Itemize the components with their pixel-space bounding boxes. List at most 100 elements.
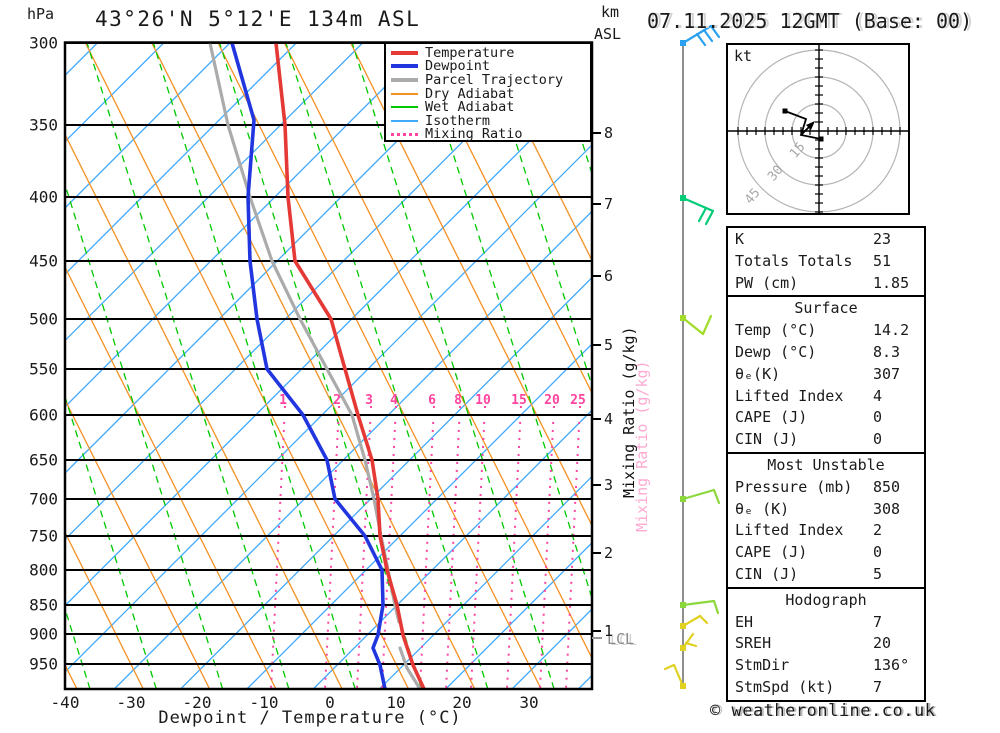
wet-adiabat-line xyxy=(484,42,592,389)
wet-adiabat-line xyxy=(152,42,356,689)
table-row: CAPE (J) 0 xyxy=(728,407,924,429)
x-axis-label: Dewpoint / Temperature (°C) xyxy=(158,708,462,728)
mixing-ratio-value-label: 15 xyxy=(511,393,527,408)
legend-item: Isotherm xyxy=(391,113,590,129)
mixing-ratio-axis-label: Mixing Ratio (g/kg) xyxy=(620,326,638,498)
indices-tables: K 23 Totals Totals 51 PW (cm) 1.85 Surface Temp… xyxy=(726,226,926,702)
wet-adiabat-line xyxy=(285,42,489,689)
pressure-tick-label: 900 xyxy=(29,624,58,644)
height-axis-unit-km: km xyxy=(601,3,620,21)
legend-item-label: Dewpoint xyxy=(425,58,491,75)
hodograph-wind-trace xyxy=(784,110,822,140)
table-row-label: Lifted Index xyxy=(735,521,844,540)
temperature-tick-label: 0 xyxy=(325,693,335,712)
table-row-label: StmSpd (kt) xyxy=(735,677,835,696)
indices-table-section: K 23 Totals Totals 51 PW (cm) 1.85 xyxy=(726,226,926,298)
mixing-ratio-value-label: 1 xyxy=(279,393,287,408)
legend-line-sample xyxy=(391,132,418,136)
indices-table-section: Hodograph EH 7 SREH 20 StmDir 136° StmSpd (kt) 7 xyxy=(726,586,926,702)
dry-adiabat-line xyxy=(217,42,542,689)
wind-barb xyxy=(680,488,721,505)
table-row: Lifted Index 4 xyxy=(728,386,924,408)
table-row-value: 0 xyxy=(873,543,883,562)
table-row-value: 7 xyxy=(873,612,883,631)
temperature-tick-label: 20 xyxy=(452,693,472,712)
table-row-label: CIN (J) xyxy=(735,564,799,583)
pressure-tick-label: 700 xyxy=(29,489,58,509)
wind-barb xyxy=(680,24,721,47)
mixing-ratio-value-label: 6 xyxy=(428,393,436,408)
dry-adiabat-line xyxy=(150,42,476,689)
table-row-label: θₑ(K) xyxy=(735,364,781,383)
temperature-tick-label: -10 xyxy=(249,693,279,712)
table-row-value: 0 xyxy=(873,430,883,449)
dry-adiabat-line xyxy=(65,265,277,689)
mixing-ratio-value-label: 3 xyxy=(365,393,373,408)
wet-adiabat-line xyxy=(417,42,592,601)
legend-item-label: Parcel Trajectory xyxy=(425,71,564,88)
wet-adiabat-line xyxy=(65,394,157,689)
isotherm-line xyxy=(65,144,592,673)
table-row-label: SREH xyxy=(735,634,772,653)
dry-adiabat-line xyxy=(416,42,592,395)
isotherm-line xyxy=(65,42,430,408)
dry-adiabat-line xyxy=(65,133,343,689)
legend-item: Parcel Trajectory xyxy=(391,71,590,88)
table-row-label: CAPE (J) xyxy=(735,543,808,562)
dewpoint-curve xyxy=(230,42,387,689)
mixing-ratio-line xyxy=(506,405,522,689)
legend-item-label: Dry Adiabat xyxy=(425,85,515,102)
table-row-value: 20 xyxy=(873,634,892,653)
pressure-tick-label: 850 xyxy=(29,595,58,615)
temperature-curve xyxy=(274,42,426,689)
temperature-tick-label: -20 xyxy=(182,693,212,712)
wet-adiabat-line xyxy=(351,42,555,689)
table-row-value: 8.3 xyxy=(873,342,901,361)
km-tick-label: 6 xyxy=(604,267,614,285)
table-row-label: θₑ (K) xyxy=(735,499,790,518)
mixing-ratio-line xyxy=(419,405,435,689)
wet-adiabat-line xyxy=(550,42,592,176)
dry-adiabat-line xyxy=(349,42,592,528)
pressure-tick-label: 650 xyxy=(29,450,58,470)
table-row-label: Lifted Index xyxy=(735,386,844,405)
hodograph-trace-arrowhead xyxy=(806,121,815,130)
plot-border xyxy=(63,41,594,691)
wind-barb xyxy=(680,314,713,336)
dry-adiabat-line xyxy=(482,42,592,262)
legend-line-sample xyxy=(391,119,418,122)
hodograph-canvas xyxy=(728,45,912,217)
copyright-text: © weatheronline.co.uk xyxy=(710,701,936,721)
table-row-value: 51 xyxy=(873,251,892,270)
pressure-tick-label: 950 xyxy=(29,654,58,674)
table-row: CAPE (J) 0 xyxy=(728,542,924,564)
table-row-value: 136° xyxy=(873,656,910,675)
table-row: Totals Totals 51 xyxy=(728,251,924,273)
pressure-tick-label: 550 xyxy=(29,359,58,379)
legend-line-sample xyxy=(391,92,418,95)
km-tick-label: 1 xyxy=(604,622,614,640)
isotherm-line xyxy=(65,42,231,209)
table-row-value: 5 xyxy=(873,564,883,583)
mixing-ratio-value-label: 20 xyxy=(544,393,560,408)
pressure-tick-label: 600 xyxy=(29,405,58,425)
legend-line-sample xyxy=(391,64,418,69)
temperature-tick-label: 10 xyxy=(386,693,406,712)
pressure-tick-label: 400 xyxy=(29,187,58,207)
pressure-tick-label: 300 xyxy=(29,33,58,53)
table-row-label: PW (cm) xyxy=(735,273,799,292)
table-row: Dewp (°C) 8.3 xyxy=(728,342,924,364)
table-row-value: 307 xyxy=(873,364,901,383)
mixing-ratio-value-label: 4 xyxy=(390,393,398,408)
indices-table-section: Surface Temp (°C) 14.2 Dewp (°C) 8.3 θₑ(K) 307… xyxy=(726,295,926,454)
table-row-label: CAPE (J) xyxy=(735,408,808,427)
km-tick-label: 2 xyxy=(604,544,614,562)
run-datetime: 07.11.2025 12GMT (Base: 00) xyxy=(647,9,973,33)
table-section-header: Hodograph xyxy=(785,590,867,609)
pressure-axis-unit: hPa xyxy=(27,5,55,23)
table-row: StmDir 136° xyxy=(728,655,924,677)
legend-item: Temperature xyxy=(391,45,590,61)
dry-adiabat-line xyxy=(65,398,211,689)
table-row-label: K xyxy=(735,230,745,248)
